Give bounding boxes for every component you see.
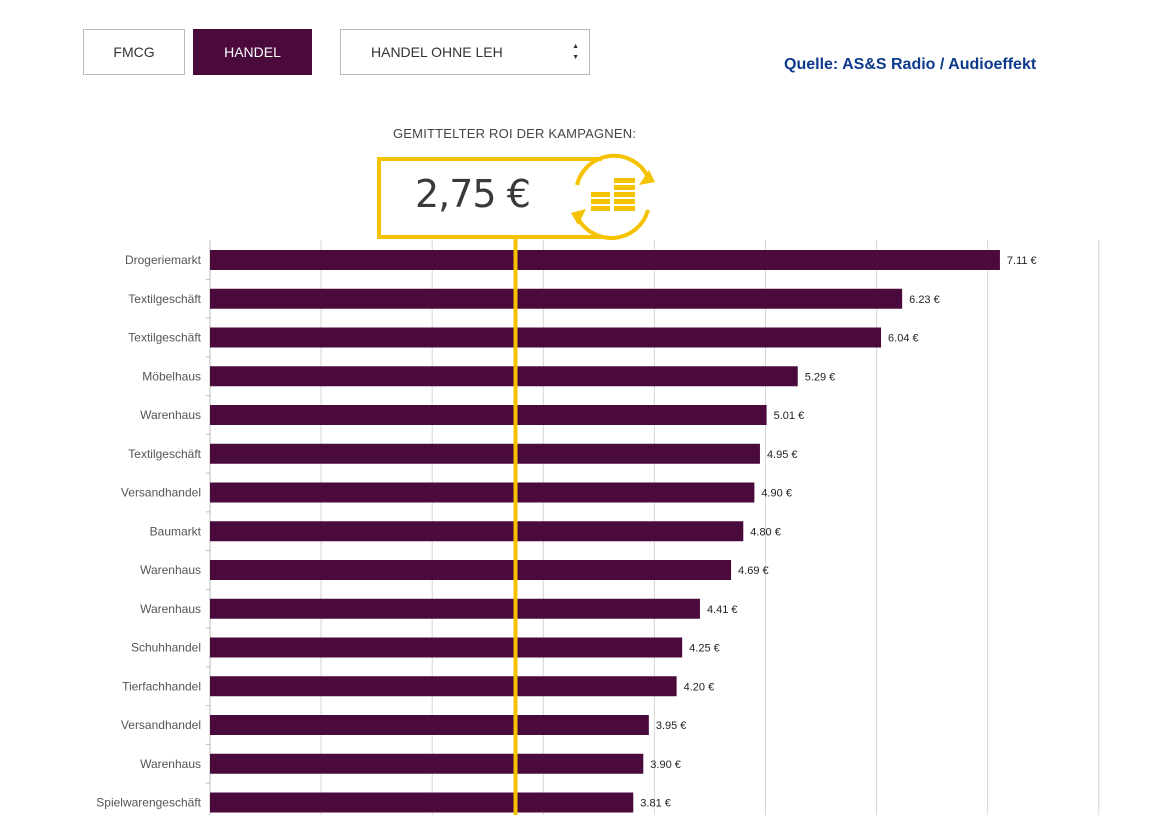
- data-label: 4.25 €: [689, 643, 720, 655]
- data-label: 3.90 €: [650, 759, 681, 771]
- bar: [210, 676, 677, 697]
- category-label: Textilgeschäft: [128, 447, 201, 461]
- category-label: Baumarkt: [150, 524, 202, 538]
- data-label: 6.04 €: [888, 333, 919, 345]
- data-label: 4.90 €: [761, 488, 792, 500]
- data-label: 4.80 €: [750, 526, 781, 538]
- category-label: Schuhhandel: [131, 641, 201, 655]
- category-select-value: HANDEL OHNE LEH: [371, 44, 503, 60]
- data-label: 3.95 €: [656, 720, 687, 732]
- data-label: 5.29 €: [805, 371, 836, 383]
- bar: [210, 715, 649, 735]
- roi-box: [377, 157, 602, 239]
- bar: [210, 366, 798, 387]
- bar: [210, 482, 755, 503]
- bar: [210, 288, 903, 309]
- category-label: Drogeriemarkt: [125, 253, 202, 267]
- data-label: 6.23 €: [909, 294, 940, 306]
- roi-value: 2,75 €: [415, 172, 531, 216]
- coin-cycle-icon: [571, 153, 655, 241]
- data-label: 5.01 €: [774, 410, 805, 422]
- bar: [210, 598, 700, 619]
- bar: [210, 753, 644, 774]
- category-label: Warenhaus: [140, 408, 201, 422]
- category-label: Textilgeschäft: [128, 292, 201, 306]
- category-label: Tierfachhandel: [122, 679, 201, 693]
- source-label: Quelle: AS&S Radio / Audioeffekt: [784, 56, 1037, 73]
- bar: [210, 250, 1000, 270]
- select-arrows-icon: ▲ ▼: [572, 43, 579, 61]
- data-label: 4.95 €: [767, 449, 798, 461]
- category-label: Warenhaus: [140, 563, 201, 577]
- data-label: 4.20 €: [684, 681, 715, 693]
- data-label: 7.11 €: [1007, 255, 1037, 267]
- filter-button-fmcg[interactable]: FMCG: [83, 29, 185, 75]
- category-label: Spielwarengeschäft: [96, 796, 201, 810]
- category-label: Warenhaus: [140, 602, 201, 616]
- filter-button-handel[interactable]: HANDEL: [193, 29, 312, 75]
- bar: [210, 560, 732, 580]
- data-label: 4.69 €: [738, 565, 769, 577]
- category-label: Versandhandel: [121, 718, 201, 732]
- data-label: 3.81 €: [640, 798, 671, 810]
- data-label: 4.41 €: [707, 604, 738, 616]
- bar: [210, 327, 882, 348]
- category-select[interactable]: HANDEL OHNE LEH ▲ ▼: [340, 29, 590, 75]
- bar: [210, 792, 634, 813]
- bar: [210, 443, 760, 464]
- category-label: Möbelhaus: [142, 369, 201, 383]
- category-label: Versandhandel: [121, 486, 201, 500]
- bar: [210, 405, 767, 425]
- bar: [210, 637, 683, 658]
- roi-label: GEMITTELTER ROI DER KAMPAGNEN:: [393, 126, 637, 141]
- category-label: Textilgeschäft: [128, 331, 201, 345]
- bar: [210, 521, 744, 542]
- category-label: Warenhaus: [140, 757, 201, 771]
